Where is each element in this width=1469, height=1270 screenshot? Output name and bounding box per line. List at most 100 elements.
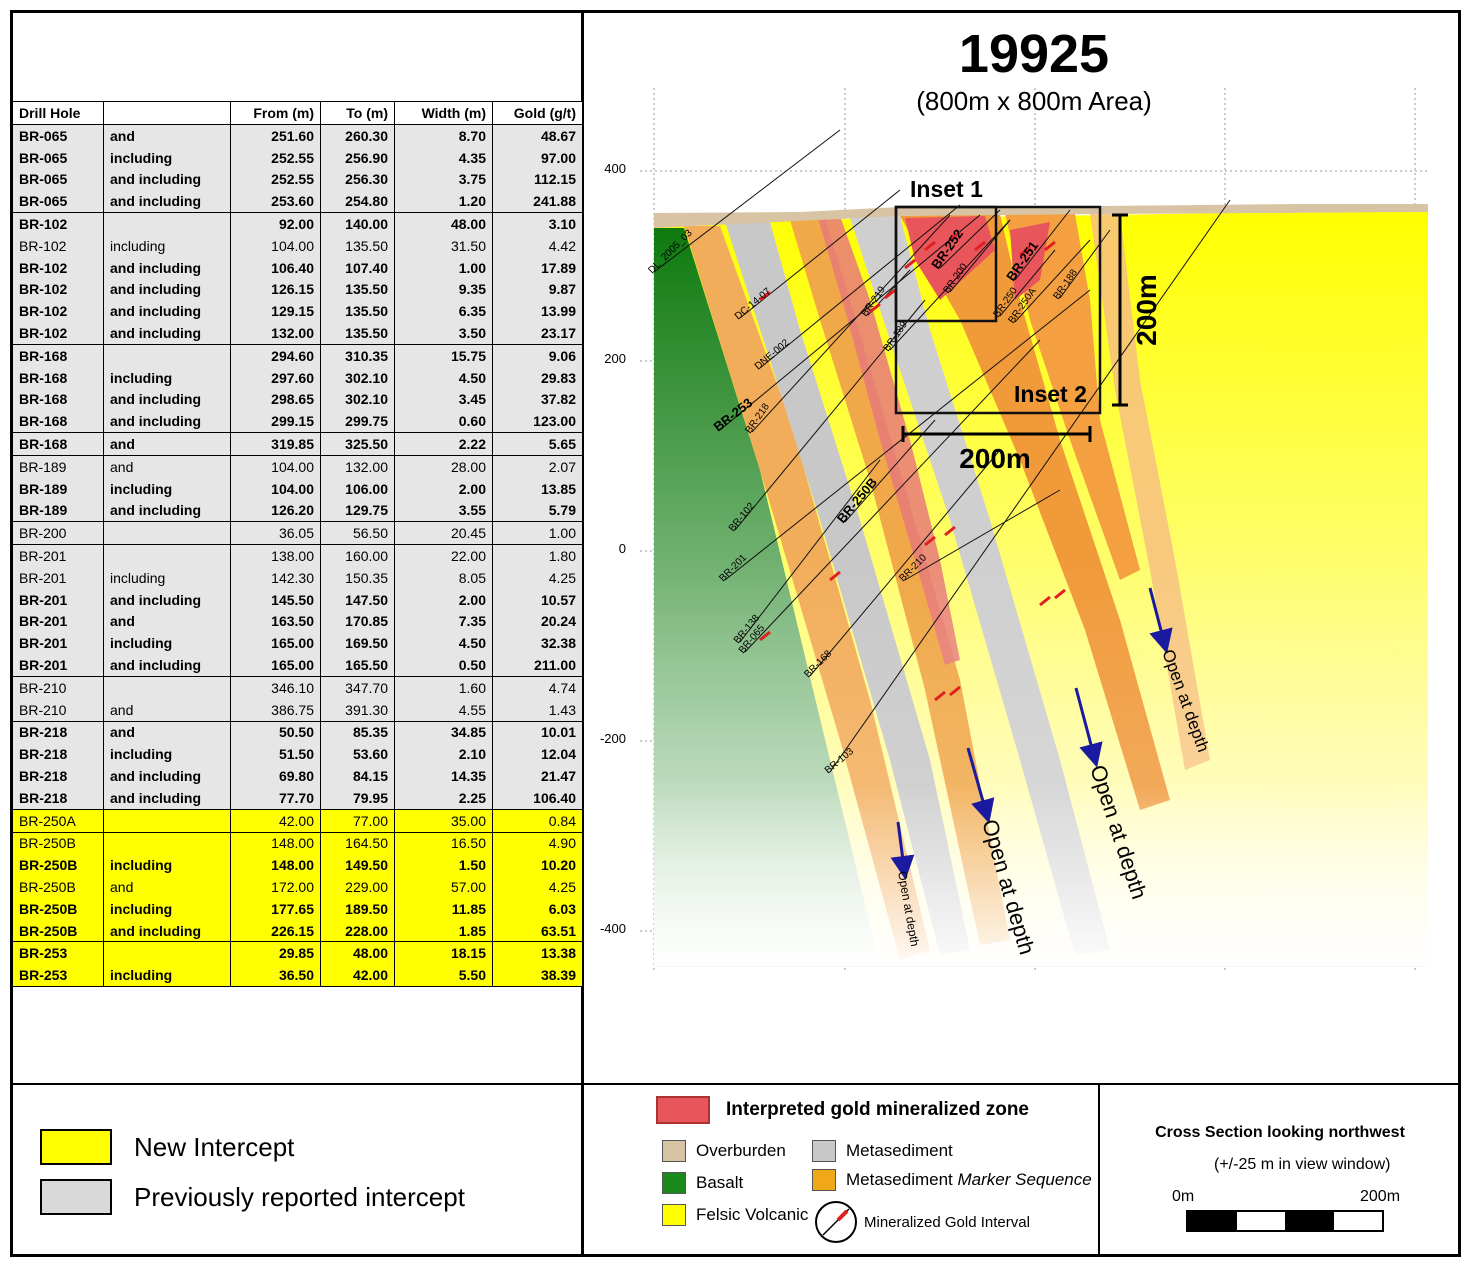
cell-qualifier: and including	[103, 300, 231, 323]
cell-gold: 48.67	[492, 123, 583, 147]
header-to: To (m)	[320, 101, 395, 125]
cell-hole: BR-168	[12, 388, 104, 411]
cell-qualifier: and	[103, 720, 231, 744]
cell-width: 15.75	[394, 343, 493, 367]
cell-hole: BR-218	[12, 765, 104, 787]
cell-gold: 4.25	[492, 566, 583, 589]
cell-gold: 123.00	[492, 410, 583, 433]
cell-hole: BR-250B	[12, 919, 104, 942]
cell-width: 8.05	[394, 566, 493, 589]
mineralized-interval	[949, 230, 961, 242]
cell-width: 1.50	[394, 854, 493, 877]
divider-horizontal	[10, 1083, 1461, 1085]
figure-frame	[10, 10, 1461, 1257]
cell-from: 172.00	[230, 876, 321, 898]
legend-basalt: Basalt	[662, 1172, 743, 1194]
drill-trace	[653, 129, 841, 273]
cell-hole: BR-253	[12, 964, 104, 988]
table-row: BR-168 and 319.85 325.50 2.22 5.65	[12, 432, 583, 456]
cell-from: 29.85	[230, 941, 321, 965]
cell-gold: 13.38	[492, 941, 583, 965]
cell-hole: BR-065	[12, 190, 104, 213]
cell-gold: 10.57	[492, 588, 583, 611]
cell-hole: BR-065	[12, 168, 104, 191]
cell-hole: BR-102	[12, 300, 104, 323]
cell-to: 53.60	[320, 743, 395, 766]
cell-qualifier: and including	[103, 919, 231, 942]
cell-width: 35.00	[394, 808, 493, 832]
geology	[654, 204, 1429, 968]
cell-from: 252.55	[230, 168, 321, 191]
cell-width: 1.60	[394, 675, 493, 699]
table-row: BR-189 and 104.00 132.00 28.00 2.07	[12, 454, 583, 478]
cell-qualifier: and including	[103, 410, 231, 433]
new-intercept-label: New Intercept	[134, 1131, 295, 1162]
felsic-swatch	[662, 1204, 686, 1226]
table-row: BR-250A 42.00 77.00 35.00 0.84	[12, 808, 583, 832]
cell-hole: BR-210	[12, 698, 104, 722]
scale-seg-4	[1333, 1212, 1382, 1230]
cell-gold: 17.89	[492, 256, 583, 279]
intercept-legend: New Intercept Previously reported interc…	[40, 1122, 465, 1222]
table-row: BR-218 and including 69.80 84.15 14.35 21.47	[12, 765, 583, 787]
cell-qualifier: and including	[103, 786, 231, 810]
cell-from: 294.60	[230, 343, 321, 367]
mineralized-interval	[759, 290, 771, 302]
mineralized-interval	[829, 570, 841, 582]
table-row: BR-210 346.10 347.70 1.60 4.74	[12, 675, 583, 699]
divider-vertical	[581, 10, 584, 1257]
cell-from: 226.15	[230, 919, 321, 942]
cell-hole: BR-200	[12, 521, 104, 545]
new-intercept-swatch	[40, 1129, 112, 1165]
cell-width: 4.50	[394, 366, 493, 389]
cell-width: 3.55	[394, 499, 493, 522]
drill-trace	[829, 199, 1231, 773]
cell-hole: BR-218	[12, 786, 104, 810]
cell-from: 77.70	[230, 786, 321, 810]
cell-to: 135.50	[320, 300, 395, 323]
legend-prev-intercept: Previously reported intercept	[40, 1172, 465, 1222]
cell-hole: BR-250B	[12, 876, 104, 898]
cell-from: 92.00	[230, 212, 321, 235]
cell-to: 228.00	[320, 919, 395, 942]
cell-to: 85.35	[320, 720, 395, 744]
cell-from: 148.00	[230, 831, 321, 855]
cell-qualifier: and including	[103, 388, 231, 411]
cell-to: 135.50	[320, 234, 395, 257]
table-row: BR-189 and including 126.20 129.75 3.55 5.79	[12, 499, 583, 522]
cell-gold: 0.84	[492, 808, 583, 832]
table-row: BR-168 and including 298.65 302.10 3.45 37.82	[12, 388, 583, 411]
cell-gold: 211.00	[492, 654, 583, 677]
cell-from: 126.20	[230, 499, 321, 522]
cell-width: 7.35	[394, 610, 493, 633]
cell-qualifier: including	[103, 854, 231, 877]
cell-gold: 23.17	[492, 322, 583, 345]
mineralized-interval	[1054, 588, 1066, 600]
cell-qualifier: and including	[103, 190, 231, 213]
cell-hole: BR-102	[12, 278, 104, 301]
cell-to: 42.00	[320, 964, 395, 988]
scale-bar	[1186, 1210, 1384, 1232]
cell-hole: BR-201	[12, 610, 104, 633]
cell-from: 129.15	[230, 300, 321, 323]
marker-label-italic: Marker Sequence	[957, 1170, 1092, 1189]
drill-trace	[939, 209, 1001, 269]
cell-hole: BR-201	[12, 566, 104, 589]
cell-qualifier	[103, 808, 231, 832]
cell-qualifier: including	[103, 632, 231, 655]
cell-to: 189.50	[320, 897, 395, 920]
cell-to: 135.50	[320, 322, 395, 345]
table-row: BR-102 92.00 140.00 48.00 3.10	[12, 212, 583, 235]
cell-qualifier: and	[103, 698, 231, 722]
cell-to: 302.10	[320, 388, 395, 411]
cell-qualifier	[103, 675, 231, 699]
table-row: BR-218 including 51.50 53.60 2.10 12.04	[12, 743, 583, 766]
cell-width: 2.22	[394, 432, 493, 456]
mineralized-interval	[934, 690, 946, 702]
cell-width: 48.00	[394, 212, 493, 235]
cell-qualifier: and including	[103, 168, 231, 191]
cell-qualifier: including	[103, 477, 231, 500]
cell-from: 165.00	[230, 632, 321, 655]
cell-qualifier: including	[103, 146, 231, 169]
cell-to: 84.15	[320, 765, 395, 787]
